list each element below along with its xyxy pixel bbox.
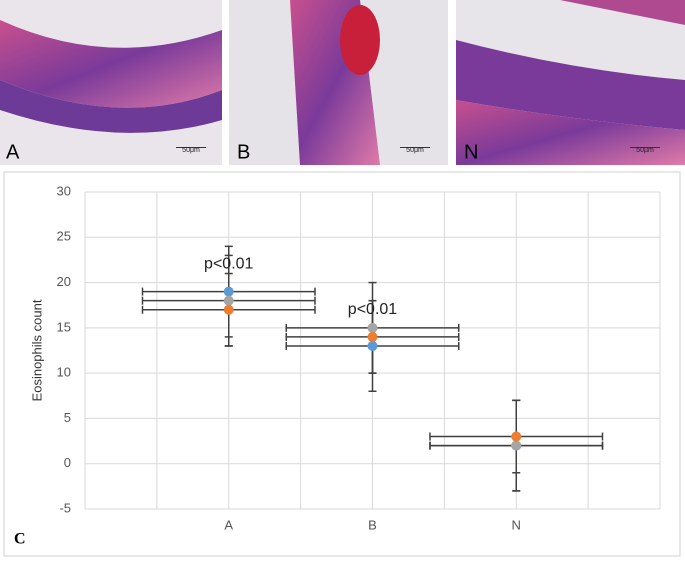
point bbox=[223, 286, 234, 297]
point bbox=[367, 340, 378, 351]
y-tick-label: 20 bbox=[57, 274, 71, 289]
histology-b bbox=[229, 0, 448, 165]
y-tick-label: 0 bbox=[64, 455, 71, 470]
histology-n bbox=[456, 0, 685, 165]
x-tick-label: A bbox=[224, 517, 233, 532]
point bbox=[223, 295, 234, 306]
scale-bar-label: 50μm bbox=[636, 147, 654, 154]
point bbox=[367, 331, 378, 342]
histology-a bbox=[0, 0, 222, 165]
annotation: p<0.01 bbox=[204, 256, 253, 273]
panel-label: A bbox=[6, 141, 20, 163]
point bbox=[511, 431, 522, 442]
point bbox=[223, 304, 234, 315]
x-tick-label: N bbox=[512, 517, 521, 532]
y-tick-label: 10 bbox=[57, 365, 71, 380]
y-tick-label: 5 bbox=[64, 410, 71, 425]
annotation: p<0.01 bbox=[348, 301, 397, 318]
y-tick-label: 15 bbox=[57, 319, 71, 334]
y-tick-label: -5 bbox=[59, 500, 71, 515]
panel-label: N bbox=[464, 141, 478, 163]
y-tick-label: 30 bbox=[57, 183, 71, 198]
y-tick-label: 25 bbox=[57, 229, 71, 244]
x-tick-label: B bbox=[368, 517, 377, 532]
scale-bar-label: 50μm bbox=[406, 147, 424, 154]
panel-label: B bbox=[237, 141, 250, 163]
y-axis-label: Eosinophils count bbox=[29, 299, 44, 401]
point bbox=[367, 322, 378, 333]
panel-label: C bbox=[14, 531, 26, 548]
point bbox=[511, 440, 522, 451]
chart-border bbox=[3, 171, 681, 557]
scale-bar-label: 50μm bbox=[182, 147, 200, 154]
